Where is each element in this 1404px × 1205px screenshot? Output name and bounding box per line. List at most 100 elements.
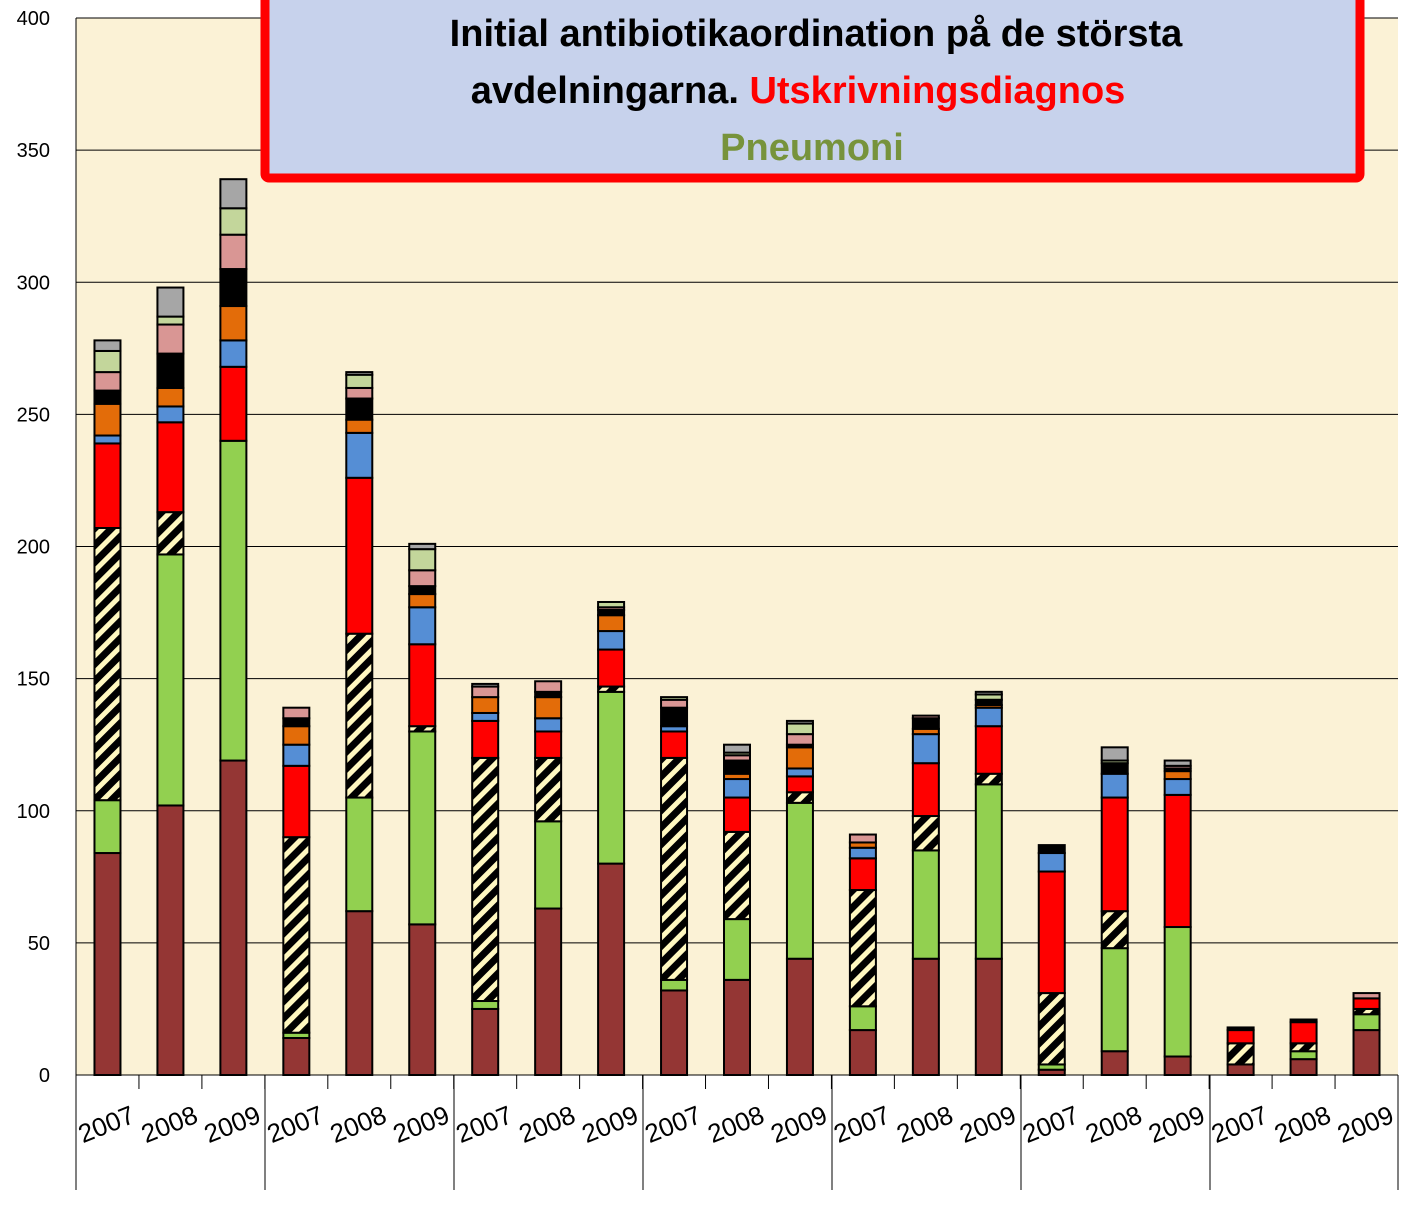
- x-tick-label: 2007: [1018, 1099, 1083, 1148]
- x-tick-label: 2008: [703, 1099, 768, 1148]
- bar-segment: [848, 833, 877, 844]
- bar-segment: [1352, 1029, 1381, 1077]
- bar-segment: [282, 725, 311, 746]
- bar-segment: [1037, 852, 1066, 873]
- bar-segment: [93, 402, 122, 437]
- bar-segment: [534, 907, 563, 1077]
- bar-segment: [723, 743, 751, 754]
- bar-segment: [974, 706, 1003, 728]
- bar-segment: [597, 600, 626, 609]
- bar-segment: [1163, 793, 1192, 929]
- bar-segment: [723, 759, 751, 775]
- bar-segment: [93, 371, 122, 392]
- x-tick-label: 2009: [1333, 1099, 1398, 1148]
- bar-segment: [345, 373, 374, 389]
- bar-segment: [345, 418, 374, 434]
- bar-segment: [219, 207, 248, 236]
- bar-segment: [911, 815, 940, 852]
- bar-segment: [156, 421, 185, 514]
- bar-segment: [219, 339, 248, 368]
- bar-segment: [93, 852, 122, 1077]
- bar-segment: [911, 714, 940, 720]
- bar-segment: [723, 978, 751, 1076]
- y-tick-label: 250: [17, 404, 50, 426]
- bar-segment: [282, 717, 311, 728]
- bar-segment: [534, 820, 563, 910]
- bar-segment: [156, 352, 185, 389]
- bar-segment: [1100, 796, 1129, 913]
- bar-segment: [1289, 1050, 1318, 1061]
- bar-segment: [408, 730, 437, 926]
- bar-segment: [219, 305, 248, 342]
- bar-segment: [534, 696, 563, 720]
- bar-segment: [1037, 844, 1066, 855]
- bar-segment: [282, 836, 311, 1034]
- y-tick-label: 0: [39, 1065, 50, 1087]
- x-tick-label: 2007: [452, 1099, 517, 1148]
- bar-segment: [471, 685, 500, 699]
- bar-segment: [408, 923, 437, 1076]
- bar-segment: [597, 862, 626, 1076]
- bar-segment: [848, 889, 877, 1008]
- bar-segment: [1163, 770, 1192, 781]
- title-box: Initial antibiotikaordination på de stör…: [260, 0, 1365, 183]
- x-tick-label: 2009: [955, 1099, 1020, 1148]
- bar-segment: [408, 643, 437, 728]
- bar-segment: [911, 762, 940, 818]
- bar-segment: [974, 783, 1003, 960]
- bar-segment: [345, 796, 374, 913]
- y-tick-label: 350: [17, 140, 50, 162]
- bar-segment: [156, 286, 185, 318]
- title-line: avdelningarna.: [471, 70, 739, 112]
- bar-segment: [534, 680, 563, 693]
- bar-segment: [534, 730, 563, 759]
- bar-segment: [471, 1000, 500, 1010]
- bar-segment: [660, 698, 689, 709]
- bar-segment: [660, 978, 689, 992]
- x-tick-label: 2009: [200, 1099, 265, 1148]
- y-tick-label: 100: [17, 801, 50, 823]
- bar-segment: [1289, 1021, 1318, 1045]
- bar-segment: [345, 431, 374, 479]
- bar-segment: [1163, 1055, 1192, 1076]
- bar-segment: [219, 365, 248, 442]
- title-line: Initial antibiotikaordination på de stör…: [450, 13, 1183, 55]
- bar-segment: [219, 268, 248, 308]
- bar-segment: [408, 548, 437, 572]
- bar-segment: [1163, 926, 1192, 1058]
- y-tick-label: 150: [17, 669, 50, 691]
- x-tick-label: 2007: [829, 1099, 894, 1148]
- bar-segment: [156, 323, 185, 355]
- x-tick-label: 2008: [1081, 1099, 1146, 1148]
- bar-segment: [471, 696, 500, 714]
- bar-segment: [93, 527, 122, 802]
- bar-segment: [1226, 1029, 1255, 1045]
- svg-text:Initial antibiotikaordination: Initial antibiotikaordination på de stör…: [450, 13, 1183, 55]
- bar-segment: [408, 542, 437, 551]
- bar-segment: [1289, 1018, 1318, 1024]
- bar-segment: [408, 569, 437, 588]
- bar-segment: [156, 553, 185, 807]
- bar-segment: [723, 918, 751, 981]
- bar-segment: [1163, 778, 1192, 796]
- x-tick-label: 2008: [137, 1099, 202, 1148]
- bar-segment: [1100, 746, 1129, 762]
- bar-segment: [974, 772, 1003, 786]
- x-tick-label: 2009: [578, 1099, 643, 1148]
- bar-segment: [660, 696, 689, 701]
- bar-segment: [408, 593, 437, 609]
- bar-segment: [974, 690, 1003, 696]
- bar-segment: [785, 801, 814, 960]
- bar-segment: [1289, 1058, 1318, 1077]
- bar-segment: [1352, 997, 1381, 1010]
- bar-segment: [471, 711, 500, 722]
- bar-segment: [1037, 870, 1066, 995]
- bar-segment: [156, 804, 185, 1077]
- bar-segment: [723, 778, 751, 799]
- y-tick-label: 300: [17, 272, 50, 294]
- x-tick-label: 2009: [1144, 1099, 1209, 1148]
- bar-segment: [1100, 1050, 1129, 1077]
- bar-segment: [1226, 1042, 1255, 1066]
- bar-segment: [848, 846, 877, 860]
- bar-segment: [219, 233, 248, 271]
